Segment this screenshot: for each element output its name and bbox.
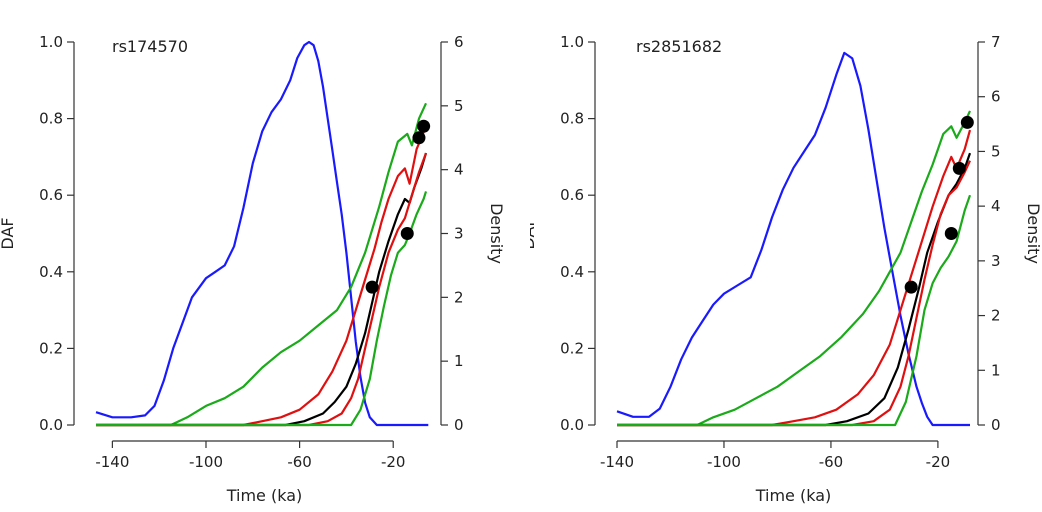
right-y-tick-label: 2 [454,288,464,306]
series-line-upper-95 [96,102,428,427]
data-point [400,227,414,240]
left-y-tick-label: 1.0 [39,33,63,51]
left-y-tick-label: 0.4 [560,263,584,281]
left-y-tick-label: 0.0 [560,416,584,434]
right-y-tick-label: 6 [454,33,464,51]
left-y-tick-label: 1.0 [560,33,584,51]
right-y-tick-label: 4 [454,161,464,179]
data-point [412,131,426,145]
data-point [952,161,966,175]
series-line-lower-50 [617,160,971,427]
x-tick-label: -100 [189,453,223,471]
data-point [365,280,379,294]
right-y-tick-label: 3 [454,225,464,243]
data-point [904,280,918,294]
x-tick-label: -140 [95,453,129,471]
series-line-lower-95 [617,194,972,427]
series-line-upper-50 [617,129,972,427]
right-y-tick-label: 0 [991,416,1001,434]
series-line-median [617,152,972,427]
x-tick-label: -60 [819,453,844,471]
left-y-tick-label: 0.8 [39,110,63,128]
series-line-upper-50 [96,125,428,427]
series-line-density [616,51,970,427]
left-y-tick-label: 0.0 [39,416,63,434]
right-y-tick-label: 1 [454,352,464,370]
right-y-tick-label: 3 [991,252,1001,270]
series-line-lower-95 [96,191,428,427]
data-point [417,119,431,133]
chart-panel-rs2851682: 0.0 0.2 0.4 0.6 0.8 1.0 DAF 0 1 2 3 4 5 6 7 Density -140… [530,33,1042,505]
data-point [960,115,974,129]
right-y-tick-label: 6 [991,88,1001,106]
right-y-tick-label: 5 [991,142,1001,160]
panel-title: rs174570 [112,37,188,56]
x-tick-label: -20 [926,453,951,471]
left-y-tick-label: 0.6 [560,186,584,204]
series-line-density [95,40,429,427]
right-y-tick-label: 4 [991,197,1001,215]
right-y-tick-label: 5 [454,97,464,115]
x-tick-label: -100 [707,453,741,471]
series-line-upper-95 [617,110,971,427]
left-y-tick-label: 0.8 [560,110,584,128]
right-y-axis-title: Density [1024,203,1042,264]
x-tick-label: -20 [381,453,406,471]
right-y-axis-title: Density [487,203,506,264]
x-tick-label: -60 [287,453,312,471]
right-y-tick-label: 0 [454,416,464,434]
left-y-tick-label: 0.2 [560,339,584,357]
chart-panel-rs174570: 0.0 0.2 0.4 0.6 0.8 1.0 DAF 0 1 2 3 4 5 6 Density -140 -… [0,33,506,505]
series-line-lower-50 [96,152,428,427]
right-y-tick-label: 7 [991,33,1001,51]
right-y-tick-label: 2 [991,307,1001,325]
x-axis-title: Time (ka) [755,486,832,505]
right-y-tick-label: 1 [991,361,1001,379]
left-y-tick-label: 0.4 [39,263,63,281]
left-y-axis-title: DAF [0,217,17,249]
left-y-axis-title: DAF [530,217,538,249]
left-y-tick-label: 0.6 [39,186,63,204]
left-y-tick-label: 0.2 [39,339,63,357]
panel-title: rs2851682 [636,37,722,56]
data-point [944,227,958,240]
x-axis-title: Time (ka) [226,486,303,505]
x-tick-label: -140 [600,453,634,471]
